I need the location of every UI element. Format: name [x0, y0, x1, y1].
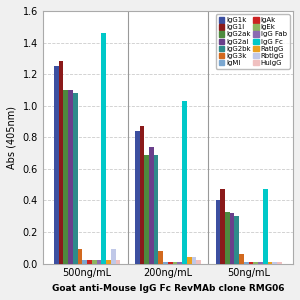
Bar	[163, 262, 168, 264]
Bar	[239, 254, 244, 264]
Bar	[111, 249, 116, 264]
Bar	[92, 260, 97, 264]
Bar	[149, 147, 154, 264]
Bar	[106, 260, 111, 264]
Bar	[196, 260, 201, 264]
Bar	[268, 262, 272, 264]
Legend: IgG1k, IgG1l, IgG2ak, IgG2al, IgG2bk, IgG3k, IgMl, IgAk, IgEk, IgG Fab, IgG Fc, : IgG1k, IgG1l, IgG2ak, IgG2al, IgG2bk, Ig…	[216, 14, 290, 69]
Bar	[187, 257, 191, 264]
Bar	[244, 262, 249, 264]
Bar	[87, 260, 92, 264]
Bar	[68, 90, 73, 264]
Bar	[140, 126, 144, 264]
Bar	[116, 260, 120, 264]
Bar	[97, 260, 101, 264]
Bar	[82, 260, 87, 264]
Bar	[230, 213, 235, 264]
Bar	[258, 262, 263, 264]
Bar	[154, 155, 158, 264]
X-axis label: Goat anti-Mouse IgG Fc RevMAb clone RMG06: Goat anti-Mouse IgG Fc RevMAb clone RMG0…	[52, 284, 284, 293]
Bar	[191, 257, 196, 264]
Bar	[254, 262, 258, 264]
Bar	[168, 262, 172, 264]
Bar	[220, 189, 225, 264]
Bar	[59, 61, 64, 264]
Bar	[263, 189, 268, 264]
Bar	[101, 33, 106, 264]
Bar	[272, 262, 277, 264]
Bar	[135, 131, 140, 264]
Bar	[78, 249, 82, 264]
Bar	[182, 101, 187, 264]
Bar	[144, 155, 149, 264]
Bar	[215, 200, 220, 264]
Bar	[235, 216, 239, 264]
Bar	[172, 262, 177, 264]
Y-axis label: Abs (405nm): Abs (405nm)	[7, 106, 17, 169]
Bar	[64, 90, 68, 264]
Bar	[225, 212, 230, 264]
Bar	[249, 262, 254, 264]
Bar	[277, 262, 282, 264]
Bar	[177, 262, 182, 264]
Bar	[54, 66, 59, 264]
Bar	[158, 251, 163, 264]
Bar	[73, 93, 78, 264]
